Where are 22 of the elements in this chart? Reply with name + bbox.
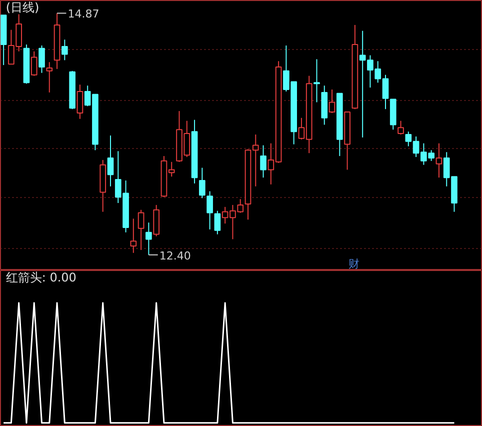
- candlestick: [46, 62, 53, 93]
- candlestick: [30, 50, 38, 76]
- candlestick: [130, 218, 137, 254]
- candlestick: [260, 144, 266, 178]
- annotation: 财: [348, 258, 360, 270]
- candlestick: [436, 142, 442, 178]
- candlestick: [138, 209, 144, 250]
- candlestick: [76, 84, 84, 120]
- candlestick: [328, 89, 336, 114]
- annotation: 12.40: [159, 249, 191, 262]
- candlestick: [206, 190, 213, 230]
- candlestick: [214, 210, 221, 235]
- candlestick: [107, 135, 114, 187]
- candlestick: [398, 120, 404, 136]
- candlestick: [38, 45, 45, 74]
- chart-title: (日线): [6, 0, 40, 14]
- chart-title: 红箭头: 0.00: [6, 270, 76, 284]
- candlestick: [146, 222, 152, 256]
- annotation: 14.87: [68, 8, 100, 21]
- candlestick: [198, 167, 206, 199]
- candlestick: [314, 58, 320, 103]
- candlestick: [61, 39, 68, 61]
